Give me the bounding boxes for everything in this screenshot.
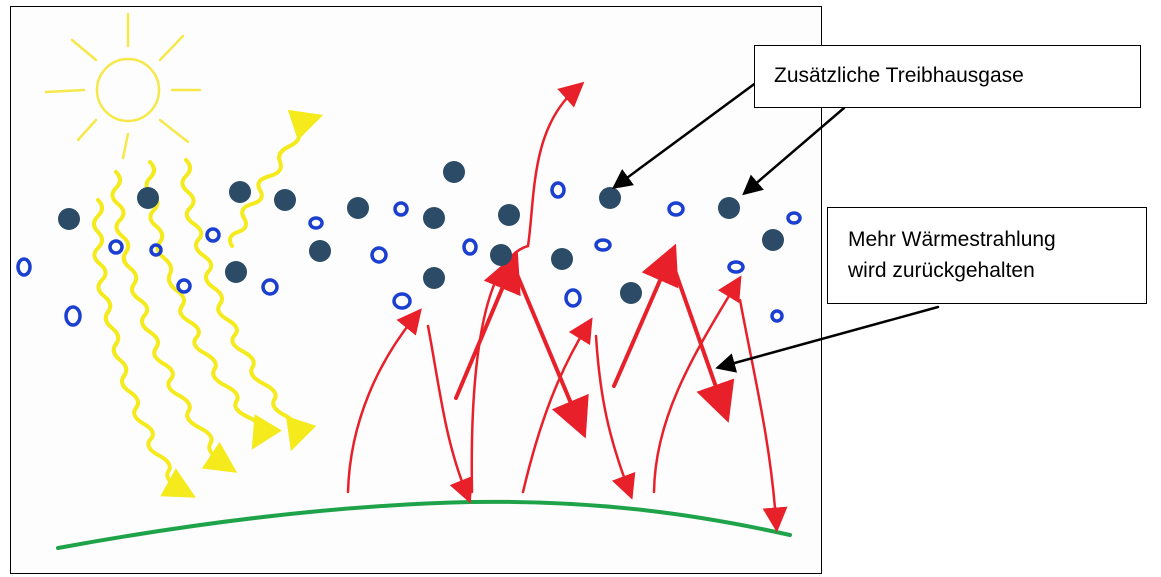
greenhouse-gas-molecule-icon xyxy=(274,189,296,211)
heat-arrow-thick xyxy=(514,270,589,439)
gas-molecule-icon xyxy=(462,238,478,256)
solar-ray xyxy=(92,198,196,498)
gas-molecule-icon xyxy=(176,278,192,294)
gas-molecule-icon xyxy=(370,246,388,264)
heat-arrow xyxy=(521,317,593,494)
greenhouse-gas-molecule-icon xyxy=(443,161,465,183)
greenhouse-gas-molecule-icon xyxy=(347,197,369,219)
callout-more-heat-line1: Mehr Wärmestrahlung xyxy=(848,228,1056,251)
gas-molecule-icon xyxy=(64,305,82,327)
gas-molecule-icon xyxy=(16,257,32,277)
sun-icon xyxy=(44,12,202,160)
greenhouse-gas-molecule-icon xyxy=(599,187,621,209)
greenhouse-gas-molecule-icon xyxy=(620,282,642,304)
heat-arrow xyxy=(470,81,585,494)
callout-more-heat-line2: wird zurückgehalten xyxy=(848,259,1035,282)
heat-arrow xyxy=(738,298,788,533)
greenhouse-gas-molecule-icon xyxy=(718,197,740,219)
callout-pointer-arrow xyxy=(715,305,940,373)
heat-radiation xyxy=(346,81,788,533)
greenhouse-gas-molecule-icon xyxy=(551,248,573,270)
gas-molecule-icon xyxy=(261,278,279,296)
solar-ray xyxy=(180,158,317,452)
heat-arrow xyxy=(594,334,636,500)
gas-molecule-icon xyxy=(392,292,412,310)
heat-arrow-thick xyxy=(612,243,679,388)
open-molecules xyxy=(16,181,802,327)
solar-ray xyxy=(144,160,282,450)
solar-rays xyxy=(92,109,324,498)
heat-arrow-thick xyxy=(670,260,735,423)
greenhouse-gas-molecule-icon xyxy=(137,187,159,209)
gas-molecule-icon xyxy=(308,216,324,230)
callout-pointer-arrow xyxy=(611,80,759,189)
dark-molecules xyxy=(58,161,784,304)
heat-arrow xyxy=(346,308,422,494)
greenhouse-gas-molecule-icon xyxy=(498,204,520,226)
gas-molecule-icon xyxy=(594,238,612,252)
gas-molecule-icon xyxy=(108,239,124,255)
gas-molecule-icon xyxy=(564,288,582,308)
gas-molecule-icon xyxy=(786,211,802,225)
gas-molecule-icon xyxy=(205,227,221,243)
greenhouse-gas-molecule-icon xyxy=(225,261,247,283)
callout-pointer-arrow xyxy=(742,106,846,196)
heat-arrow xyxy=(426,324,473,504)
gas-molecule-icon xyxy=(550,181,566,199)
greenhouse-gas-molecule-icon xyxy=(762,229,784,251)
callout-extra-greenhouse-gases: Zusätzliche Treibhausgase xyxy=(754,45,1141,108)
gas-molecule-icon xyxy=(667,201,685,217)
callout-more-heat-retained: Mehr Wärmestrahlung wird zurückgehalten xyxy=(827,207,1147,304)
solar-ray xyxy=(110,170,238,473)
greenhouse-gas-molecule-icon xyxy=(309,240,331,262)
gas-molecule-icon xyxy=(770,309,784,323)
gas-molecule-icon xyxy=(149,243,163,257)
callout-extra-greenhouse-gases-text: Zusätzliche Treibhausgase xyxy=(774,64,1024,87)
gas-molecule-icon xyxy=(727,260,745,274)
greenhouse-gas-molecule-icon xyxy=(58,208,80,230)
ground-line xyxy=(56,499,792,550)
heat-arrow xyxy=(652,275,742,494)
reflected-solar-ray xyxy=(228,109,324,248)
greenhouse-gas-molecule-icon xyxy=(423,207,445,229)
heat-arrow-thick xyxy=(454,251,521,400)
greenhouse-gas-molecule-icon xyxy=(229,181,251,203)
greenhouse-gas-molecule-icon xyxy=(490,244,512,266)
drawing-frame xyxy=(10,6,822,574)
greenhouse-gas-molecule-icon xyxy=(423,267,445,289)
gas-molecule-icon xyxy=(393,201,409,217)
